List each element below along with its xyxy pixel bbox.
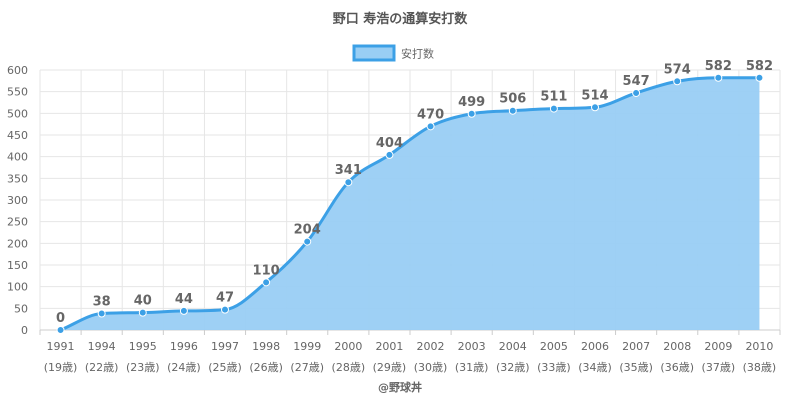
data-label: 110 — [253, 263, 280, 278]
data-label: 404 — [376, 136, 403, 151]
data-points — [56, 73, 764, 334]
x-tick-label-age: (34歳) — [578, 361, 612, 374]
data-label: 506 — [499, 92, 526, 107]
x-tick-label-year: 2003 — [458, 340, 486, 353]
y-tick-label: 250 — [7, 216, 28, 229]
data-point — [591, 103, 599, 112]
x-tick-label-age: (19歳) — [44, 361, 78, 374]
data-point — [549, 104, 558, 113]
x-tick-label-year: 2006 — [581, 340, 609, 353]
data-point — [138, 308, 147, 317]
data-labels: 0 38 40 44 47 110 204 341 404 470 499 506 511 514 547 5… — [56, 59, 773, 326]
data-point — [221, 305, 229, 314]
x-tick-label-age: (30歳) — [414, 361, 448, 374]
data-label: 44 — [175, 292, 193, 307]
x-tick-label-year: 2004 — [499, 340, 527, 353]
data-point — [632, 88, 641, 97]
x-tick-label-age: (38歳) — [743, 361, 777, 374]
y-tick-label: 550 — [7, 86, 28, 99]
y-tick-label: 450 — [7, 129, 28, 142]
x-tick-label-age: (31歳) — [455, 361, 489, 374]
data-point — [97, 309, 106, 318]
data-point — [56, 326, 65, 334]
data-label: 47 — [216, 291, 234, 306]
y-tick-label: 100 — [7, 281, 28, 294]
x-tick-label-year: 2009 — [704, 340, 732, 353]
x-tick-label-age: (37歳) — [702, 361, 736, 374]
x-tick-label-year: 2007 — [622, 340, 650, 353]
y-tick-label: 50 — [14, 302, 28, 315]
x-tick-label-year: 2010 — [745, 340, 773, 353]
x-tick-label-year: 1991 — [47, 340, 75, 353]
x-tick-label-age: (24歳) — [167, 361, 201, 374]
x-tick-label-year: 1996 — [170, 340, 198, 353]
x-tick-label-age: (29歳) — [373, 361, 407, 374]
data-label: 574 — [664, 62, 691, 77]
x-tick-label-age: (35歳) — [619, 361, 653, 374]
area-fill — [60, 77, 760, 330]
legend-label: 安打数 — [401, 47, 434, 61]
x-tick-label-age: (28歳) — [332, 361, 366, 374]
data-point — [508, 106, 517, 115]
x-axis: 1991 (19歳) 1994 (22歳) 1995 (23歳) 1996 (24歳) 1997… — [44, 340, 776, 374]
data-label: 514 — [581, 88, 608, 103]
y-tick-label: 600 — [7, 64, 28, 77]
data-label: 499 — [458, 95, 485, 110]
y-tick-label: 300 — [7, 194, 28, 207]
credit: @野球丼 — [378, 380, 422, 394]
x-tick-label-year: 1997 — [211, 340, 239, 353]
legend[interactable]: 安打数 — [352, 44, 434, 62]
data-point — [303, 237, 312, 246]
data-point — [673, 77, 682, 86]
x-tick-label-age: (26歳) — [249, 361, 283, 374]
x-tick-label-year: 1995 — [129, 340, 157, 353]
x-tick-label-age: (23歳) — [126, 361, 160, 374]
x-tick-label-age: (27歳) — [290, 361, 324, 374]
data-label: 0 — [56, 311, 65, 326]
y-tick-label: 350 — [7, 172, 28, 185]
data-point — [755, 73, 764, 82]
data-label: 511 — [540, 90, 567, 105]
y-tick-label: 500 — [7, 107, 28, 120]
y-tick-label: 200 — [7, 237, 28, 250]
data-point — [179, 306, 188, 315]
y-tick-label: 0 — [21, 324, 28, 337]
data-point — [426, 122, 435, 131]
data-label: 470 — [417, 107, 444, 122]
x-tick-label-age: (25歳) — [208, 361, 242, 374]
data-label: 582 — [705, 59, 732, 74]
data-label: 204 — [294, 223, 321, 238]
x-tick-label-year: 1998 — [252, 340, 280, 353]
legend-swatch — [352, 44, 396, 62]
y-axis: 0 50 100 150 200 250 300 350 400 450 500 550 600 — [7, 64, 28, 337]
x-tick-label-age: (33歳) — [537, 361, 571, 374]
x-tick-label-year: 1994 — [88, 340, 116, 353]
x-tick-label-year: 2001 — [375, 340, 403, 353]
x-tick-label-year: 2002 — [417, 340, 445, 353]
y-tick-label: 400 — [7, 151, 28, 164]
x-tick-label-year: 2005 — [540, 340, 568, 353]
x-tick-label-age: (22歳) — [85, 361, 119, 374]
data-label: 582 — [746, 59, 773, 74]
y-tick-label: 150 — [7, 259, 28, 272]
data-point — [467, 109, 476, 118]
data-label: 40 — [134, 294, 152, 309]
data-label: 547 — [623, 74, 650, 89]
chart-title: 野口 寿浩の通算安打数 — [333, 11, 469, 27]
x-tick-label-year: 2000 — [334, 340, 362, 353]
data-point — [714, 73, 723, 82]
x-tick-label-year: 2008 — [663, 340, 691, 353]
x-tick-label-year: 1999 — [293, 340, 321, 353]
x-tick-label-age: (32歳) — [496, 361, 530, 374]
x-tick-label-age: (36歳) — [660, 361, 694, 374]
data-label: 38 — [93, 295, 111, 310]
data-point — [385, 150, 394, 159]
data-point — [344, 178, 353, 187]
data-point — [262, 278, 271, 287]
data-label: 341 — [335, 163, 362, 178]
